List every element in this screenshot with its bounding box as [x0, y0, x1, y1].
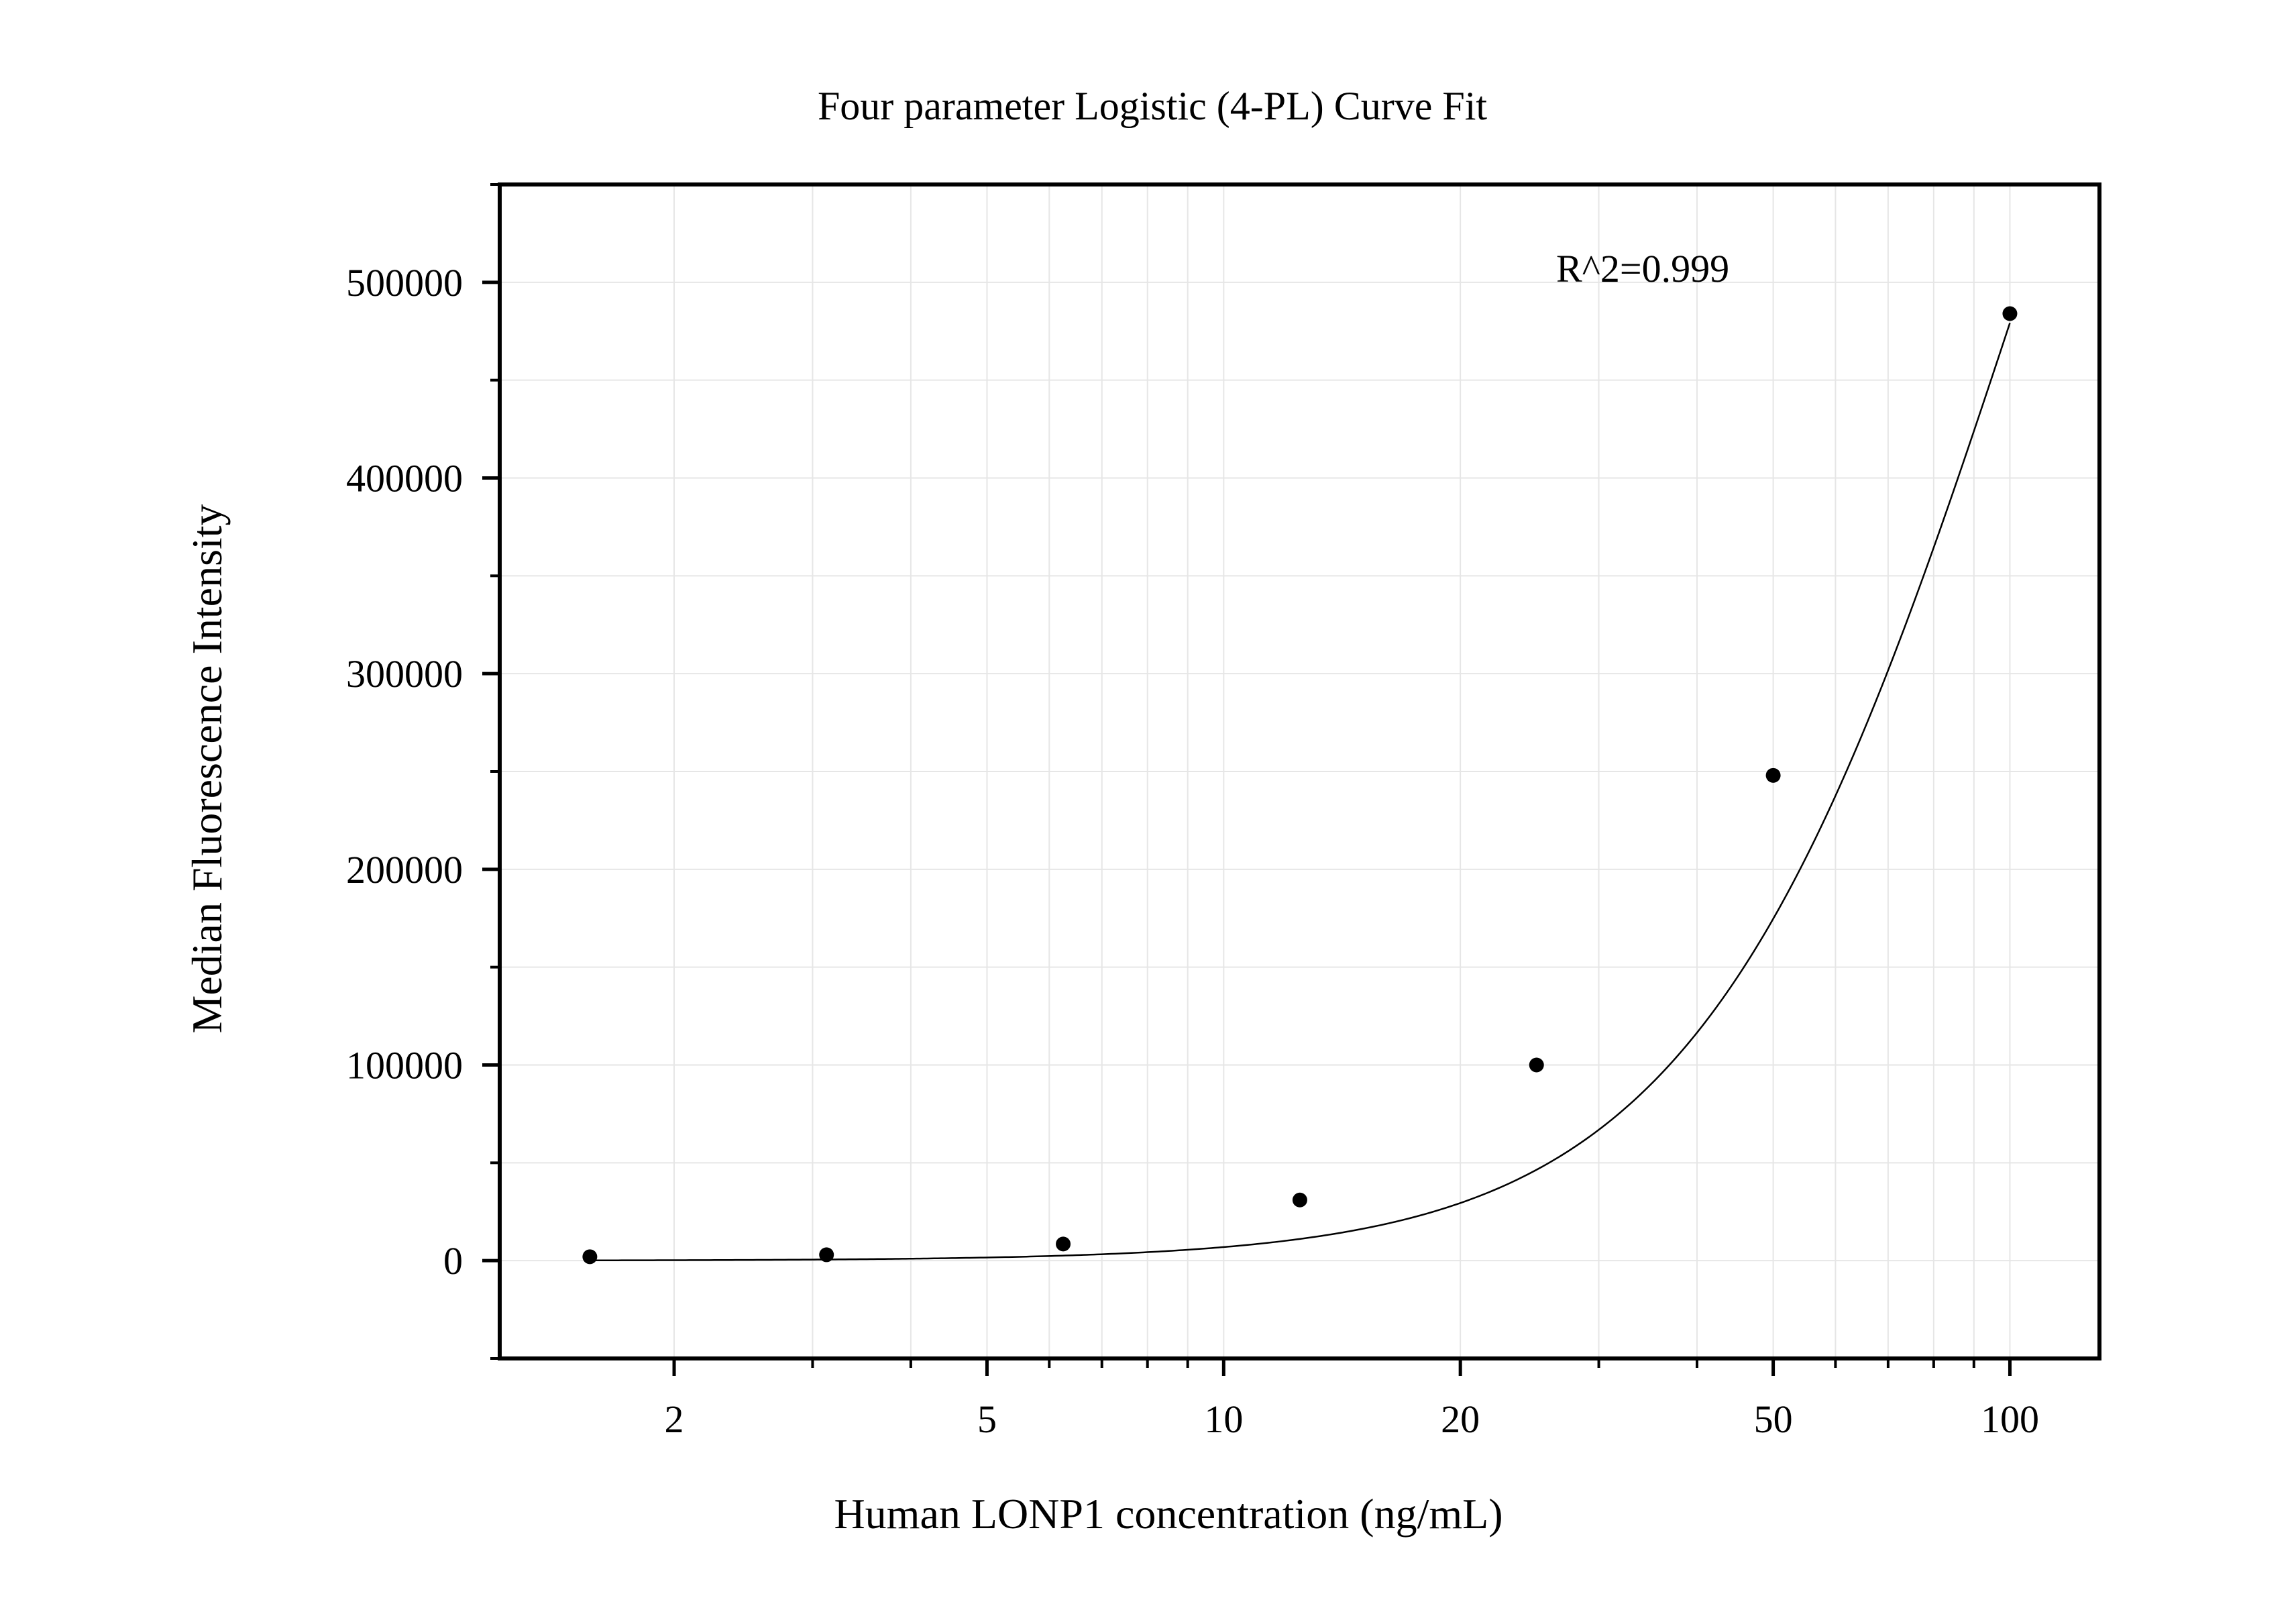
- x-axis-title: Human LONP1 concentration (ng/mL): [834, 1490, 1502, 1538]
- y-tick-label: 200000: [346, 848, 463, 892]
- x-tick-label: 100: [1981, 1397, 2039, 1441]
- data-point: [819, 1247, 834, 1263]
- y-tick-label: 400000: [346, 457, 463, 500]
- data-points: [582, 306, 2018, 1265]
- y-axis-title: Median Fluorescence Intensity: [183, 504, 231, 1033]
- r-squared-annotation: R^2=0.999: [1556, 247, 1729, 290]
- x-tick-label: 50: [1754, 1397, 1793, 1441]
- y-axis-ticks: 0 100000 200000 300000 400000 500000: [346, 183, 500, 1360]
- y-tick-label: 100000: [346, 1044, 463, 1087]
- x-tick-label: 2: [665, 1397, 684, 1441]
- fit-curve: [590, 323, 2011, 1262]
- data-point: [1056, 1236, 1071, 1252]
- x-tick-label: 20: [1441, 1397, 1480, 1441]
- fit-curve-layer: [590, 323, 2011, 1262]
- y-tick-label: 0: [443, 1239, 463, 1283]
- y-tick-label: 300000: [346, 652, 463, 696]
- x-tick-label: 5: [977, 1397, 997, 1441]
- x-tick-label: 10: [1204, 1397, 1243, 1441]
- data-point: [1765, 767, 1781, 783]
- data-point: [2002, 306, 2018, 321]
- chart-title: Four parameter Logistic (4-PL) Curve Fit: [818, 84, 1487, 128]
- y-tick-label: 500000: [346, 261, 463, 305]
- data-point: [1292, 1192, 1307, 1208]
- x-axis-ticks: 2 5 10 20 50 100: [665, 1358, 2039, 1441]
- data-point: [1529, 1057, 1544, 1073]
- grid-lines: [500, 184, 2099, 1359]
- data-point: [582, 1249, 598, 1265]
